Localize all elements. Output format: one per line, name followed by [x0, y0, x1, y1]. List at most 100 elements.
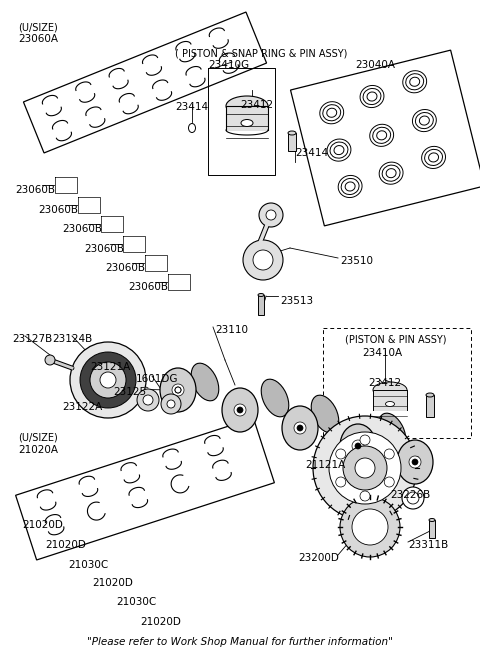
Text: 23226B: 23226B	[390, 490, 430, 500]
Circle shape	[336, 477, 346, 487]
Text: 21020D: 21020D	[22, 520, 63, 530]
Ellipse shape	[377, 131, 387, 140]
Circle shape	[80, 352, 136, 408]
Circle shape	[352, 509, 388, 545]
Ellipse shape	[341, 178, 359, 195]
Text: 23060B: 23060B	[15, 185, 55, 195]
Circle shape	[336, 449, 346, 459]
Bar	[226, 106, 268, 131]
Text: 21020D: 21020D	[45, 540, 86, 550]
Circle shape	[297, 425, 303, 431]
Circle shape	[355, 458, 375, 478]
Circle shape	[167, 400, 175, 408]
Text: 23127B: 23127B	[12, 334, 52, 344]
Circle shape	[137, 389, 159, 411]
Ellipse shape	[282, 406, 318, 450]
Ellipse shape	[367, 92, 377, 101]
Ellipse shape	[429, 519, 435, 521]
Text: 23513: 23513	[280, 296, 313, 306]
Ellipse shape	[288, 131, 296, 135]
Text: 21121A: 21121A	[305, 460, 345, 470]
Ellipse shape	[415, 113, 433, 128]
Ellipse shape	[189, 124, 195, 132]
Circle shape	[143, 395, 153, 405]
Ellipse shape	[410, 77, 420, 86]
Circle shape	[352, 440, 364, 452]
Text: 23040A: 23040A	[355, 60, 395, 70]
Bar	[288, 133, 296, 151]
Text: 23060B: 23060B	[38, 205, 78, 215]
Ellipse shape	[420, 116, 429, 125]
Circle shape	[360, 435, 370, 445]
Polygon shape	[24, 12, 266, 153]
Circle shape	[402, 487, 424, 509]
Ellipse shape	[327, 139, 351, 161]
Circle shape	[407, 492, 419, 504]
Polygon shape	[290, 50, 480, 226]
Circle shape	[412, 459, 418, 465]
Text: 23410G: 23410G	[208, 60, 249, 70]
Text: (U/SIZE): (U/SIZE)	[18, 432, 58, 442]
Circle shape	[175, 387, 181, 393]
Ellipse shape	[429, 153, 439, 162]
Text: (PISTON & PIN ASSY): (PISTON & PIN ASSY)	[345, 335, 446, 345]
Ellipse shape	[222, 388, 258, 432]
Ellipse shape	[378, 413, 406, 451]
Circle shape	[161, 394, 181, 414]
Ellipse shape	[360, 85, 384, 107]
Text: 23414: 23414	[175, 102, 208, 112]
Circle shape	[70, 342, 146, 418]
Text: 23311B: 23311B	[408, 540, 448, 550]
Circle shape	[172, 384, 184, 396]
Text: "Please refer to Work Shop Manual for further information": "Please refer to Work Shop Manual for fu…	[87, 637, 393, 647]
Ellipse shape	[403, 71, 427, 93]
Bar	[258, 295, 264, 315]
Circle shape	[343, 446, 387, 490]
Ellipse shape	[379, 162, 403, 184]
Circle shape	[409, 456, 421, 468]
Text: 23410A: 23410A	[362, 348, 402, 358]
Circle shape	[329, 432, 401, 504]
Text: 23200D: 23200D	[298, 553, 339, 563]
Ellipse shape	[421, 146, 445, 168]
Text: 23412: 23412	[368, 378, 401, 388]
Ellipse shape	[412, 109, 436, 132]
Circle shape	[294, 422, 306, 434]
Ellipse shape	[385, 402, 395, 407]
Ellipse shape	[191, 363, 219, 401]
Text: 23060B: 23060B	[62, 224, 102, 234]
Text: 23060B: 23060B	[128, 282, 168, 292]
Ellipse shape	[338, 176, 362, 198]
Ellipse shape	[160, 368, 196, 412]
Ellipse shape	[397, 440, 433, 484]
Circle shape	[259, 203, 283, 227]
Bar	[426, 395, 434, 417]
Ellipse shape	[406, 73, 424, 90]
Circle shape	[243, 240, 283, 280]
Text: 21020D: 21020D	[92, 578, 133, 588]
Ellipse shape	[373, 127, 391, 143]
Circle shape	[360, 491, 370, 501]
Circle shape	[175, 387, 181, 393]
Circle shape	[234, 404, 246, 416]
Text: (U/SIZE): (U/SIZE)	[18, 22, 58, 32]
Text: 23121A: 23121A	[90, 362, 130, 372]
Text: 23110: 23110	[215, 325, 248, 335]
Text: 21020A: 21020A	[18, 445, 58, 455]
Text: 23122A: 23122A	[62, 402, 102, 412]
Text: 21030C: 21030C	[116, 597, 156, 607]
Ellipse shape	[327, 108, 336, 117]
Ellipse shape	[373, 382, 407, 398]
Bar	[429, 520, 435, 538]
Ellipse shape	[311, 395, 339, 433]
Text: ( PISTON & SNAP RING & PIN ASSY): ( PISTON & SNAP RING & PIN ASSY)	[175, 48, 348, 58]
Circle shape	[237, 407, 243, 413]
Ellipse shape	[370, 124, 394, 146]
Text: 23060B: 23060B	[105, 263, 145, 273]
Circle shape	[100, 372, 116, 388]
Text: 1601DG: 1601DG	[136, 374, 179, 384]
Circle shape	[90, 362, 126, 398]
Circle shape	[355, 443, 361, 449]
Ellipse shape	[320, 102, 344, 124]
Text: 21030C: 21030C	[68, 560, 108, 570]
